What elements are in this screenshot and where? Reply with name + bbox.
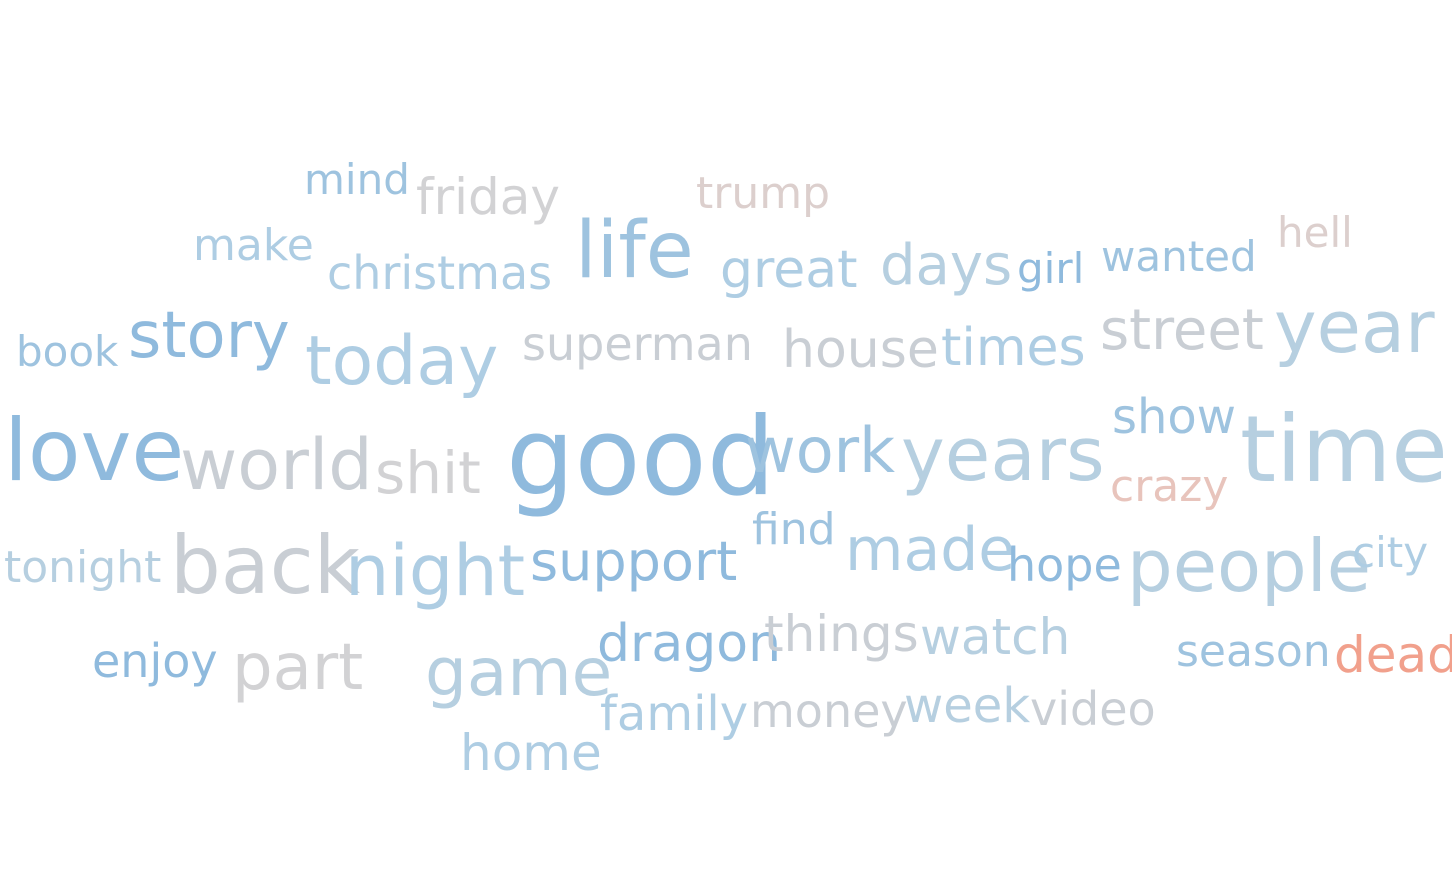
word-people: people bbox=[1127, 524, 1372, 608]
word-video: video bbox=[1030, 682, 1156, 736]
word-work: work bbox=[745, 414, 896, 487]
word-good: good bbox=[506, 395, 776, 520]
word-tonight: tonight bbox=[4, 542, 162, 593]
word-dead: dead bbox=[1334, 626, 1452, 684]
word-book: book bbox=[16, 327, 119, 376]
word-mind: mind bbox=[304, 155, 410, 204]
word-wanted: wanted bbox=[1101, 232, 1257, 281]
word-night: night bbox=[345, 530, 526, 612]
word-time: time bbox=[1240, 396, 1448, 503]
word-shit: shit bbox=[375, 439, 481, 507]
word-money: money bbox=[750, 684, 908, 738]
word-years: years bbox=[901, 412, 1105, 498]
word-times: times bbox=[941, 318, 1086, 378]
word-trump: trump bbox=[696, 168, 831, 219]
word-support: support bbox=[530, 530, 738, 593]
word-hell: hell bbox=[1277, 208, 1353, 257]
word-house: house bbox=[782, 320, 939, 380]
word-hope: hope bbox=[1007, 538, 1122, 592]
word-made: made bbox=[845, 515, 1016, 585]
word-game: game bbox=[425, 634, 613, 711]
word-girl: girl bbox=[1017, 244, 1085, 293]
word-superman: superman bbox=[522, 317, 753, 371]
word-season: season bbox=[1176, 626, 1331, 677]
word-story: story bbox=[128, 299, 290, 373]
word-things: things bbox=[764, 605, 919, 663]
word-family: family bbox=[600, 686, 749, 742]
word-today: today bbox=[305, 322, 499, 401]
word-friday: friday bbox=[416, 168, 561, 226]
word-show: show bbox=[1112, 389, 1237, 445]
word-street: street bbox=[1100, 298, 1264, 363]
word-enjoy: enjoy bbox=[92, 634, 218, 688]
word-week: week bbox=[904, 678, 1031, 734]
word-find: find bbox=[752, 504, 836, 555]
word-life: life bbox=[575, 206, 694, 296]
word-world: world bbox=[180, 424, 373, 506]
word-part: part bbox=[232, 631, 364, 705]
word-dragon: dragon bbox=[597, 614, 782, 674]
word-love: love bbox=[4, 401, 185, 501]
word-crazy: crazy bbox=[1110, 461, 1229, 512]
word-make: make bbox=[193, 220, 314, 271]
word-year: year bbox=[1274, 285, 1435, 369]
word-city: city bbox=[1352, 528, 1429, 577]
word-watch: watch bbox=[920, 608, 1071, 666]
word-days: days bbox=[880, 233, 1013, 298]
word-christmas: christmas bbox=[327, 246, 553, 300]
word-home: home bbox=[460, 724, 602, 782]
word-back: back bbox=[170, 519, 361, 612]
word-great: great bbox=[720, 240, 858, 300]
